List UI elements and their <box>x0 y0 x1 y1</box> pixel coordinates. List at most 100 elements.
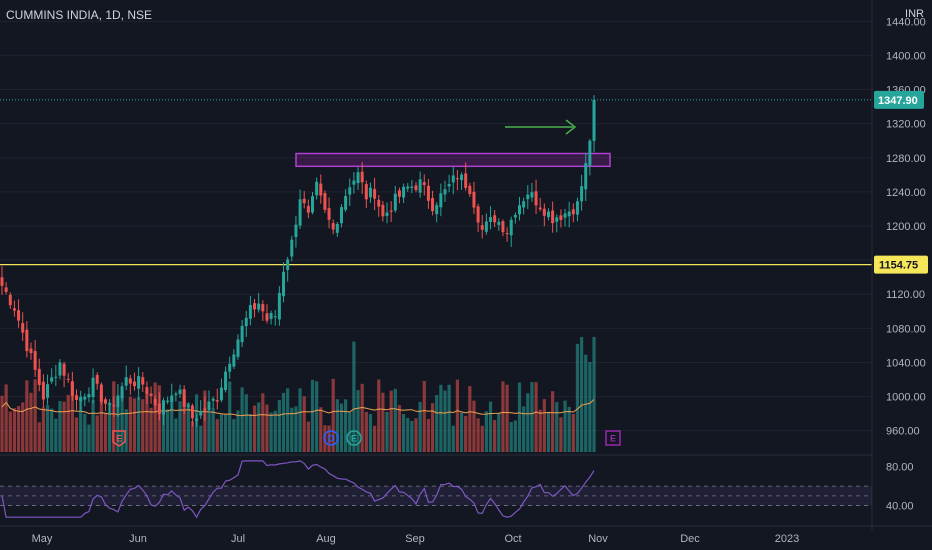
volume-bar <box>327 425 331 452</box>
volume-bar <box>447 384 451 452</box>
volume-bar <box>435 395 439 452</box>
price-tick-label: 1040.00 <box>886 357 926 369</box>
candle-body <box>451 175 455 183</box>
candle-body <box>50 377 54 382</box>
time-tick-label: Sep <box>405 533 425 545</box>
candle-body <box>306 205 310 213</box>
volume-bar <box>248 414 252 452</box>
volume-bar <box>37 422 41 452</box>
candle-body <box>87 394 91 398</box>
candle-body <box>211 398 215 401</box>
volume-bar <box>401 414 406 452</box>
time-tick-label: Nov <box>588 533 608 545</box>
volume-bar <box>8 411 12 452</box>
candle-body <box>174 393 178 396</box>
candle-body <box>418 179 422 193</box>
candle-body <box>261 304 265 312</box>
candle-body <box>431 197 435 212</box>
candle-body <box>422 182 426 186</box>
volume-bar <box>389 390 393 452</box>
candle-body <box>414 185 418 190</box>
volume-bar <box>50 408 54 452</box>
candle-body <box>497 221 501 225</box>
candle-body <box>352 180 356 185</box>
volume-bar <box>286 388 290 452</box>
event-marker-label: D <box>328 434 335 444</box>
volume-bar <box>16 406 21 452</box>
volume-bar <box>580 337 584 452</box>
volume-bar <box>25 380 29 452</box>
candle-body <box>443 189 447 195</box>
volume-bar <box>178 401 182 452</box>
candle-body <box>501 221 505 233</box>
candle-body <box>476 206 480 223</box>
candle-body <box>236 339 240 357</box>
volume-bar <box>451 425 455 452</box>
volume-bar <box>190 421 195 452</box>
candle-body <box>224 371 228 391</box>
candle-body <box>215 400 219 402</box>
volume-bar <box>306 421 310 452</box>
candle-body <box>290 239 294 257</box>
candle-body <box>402 186 406 198</box>
candle-body <box>120 386 124 399</box>
time-tick-label: Dec <box>680 533 700 545</box>
volume-bar <box>137 397 141 452</box>
volume-bar <box>99 391 103 452</box>
volume-bar <box>310 379 315 452</box>
volume-bar <box>277 400 281 452</box>
time-tick-label: Oct <box>504 533 521 545</box>
support-price-tag <box>874 255 928 274</box>
volume-bar <box>203 390 207 452</box>
candle-body <box>468 185 472 194</box>
candle-body <box>551 210 555 224</box>
volume-bar <box>219 414 224 452</box>
volume-bar <box>166 409 170 452</box>
price-tick-label: 960.00 <box>886 426 920 438</box>
last-price-tag-label: 1347.90 <box>878 95 918 107</box>
volume-bar <box>58 401 62 452</box>
volume-bar <box>261 393 265 452</box>
volume-bar <box>215 419 219 452</box>
volume-bar <box>124 409 128 452</box>
volume-bar <box>509 421 513 452</box>
volume-bar <box>522 406 526 452</box>
candle-body <box>145 387 149 394</box>
volume-bar <box>381 392 385 452</box>
volume-bar <box>534 382 538 452</box>
candle-body <box>439 193 443 208</box>
volume-bar <box>497 413 501 452</box>
volume-bar <box>360 383 364 452</box>
volume-bar <box>571 413 575 452</box>
candle-body <box>575 201 579 215</box>
volume-bar <box>240 387 244 452</box>
candle-body <box>526 194 530 200</box>
volume-bar <box>95 415 99 452</box>
volume-bar <box>455 379 459 452</box>
candle-body <box>12 308 16 311</box>
candle-body <box>513 214 517 218</box>
price-tick-label: 1440.00 <box>886 16 926 28</box>
candle-body <box>385 212 389 216</box>
candle-body <box>149 393 153 396</box>
candle-body <box>331 223 335 230</box>
volume-bar <box>21 402 25 452</box>
candle-body <box>389 210 393 212</box>
candle-body <box>435 205 439 215</box>
time-tick-label: 2023 <box>775 533 799 545</box>
candle-body <box>472 191 476 208</box>
volume-bar <box>480 425 484 452</box>
time-tick-label: Jun <box>129 533 147 545</box>
candle-body <box>286 259 290 271</box>
resistance-zone <box>295 152 611 168</box>
candle-body <box>157 403 161 415</box>
candle-body <box>356 172 360 184</box>
candle-body <box>505 233 509 235</box>
chart-title: CUMMINS INDIA, 1D, NSE <box>6 8 153 22</box>
candle-body <box>335 223 339 233</box>
volume-bar <box>182 394 186 452</box>
candle-body <box>538 207 542 210</box>
volume-bar <box>4 384 8 452</box>
volume-bar <box>567 406 571 452</box>
